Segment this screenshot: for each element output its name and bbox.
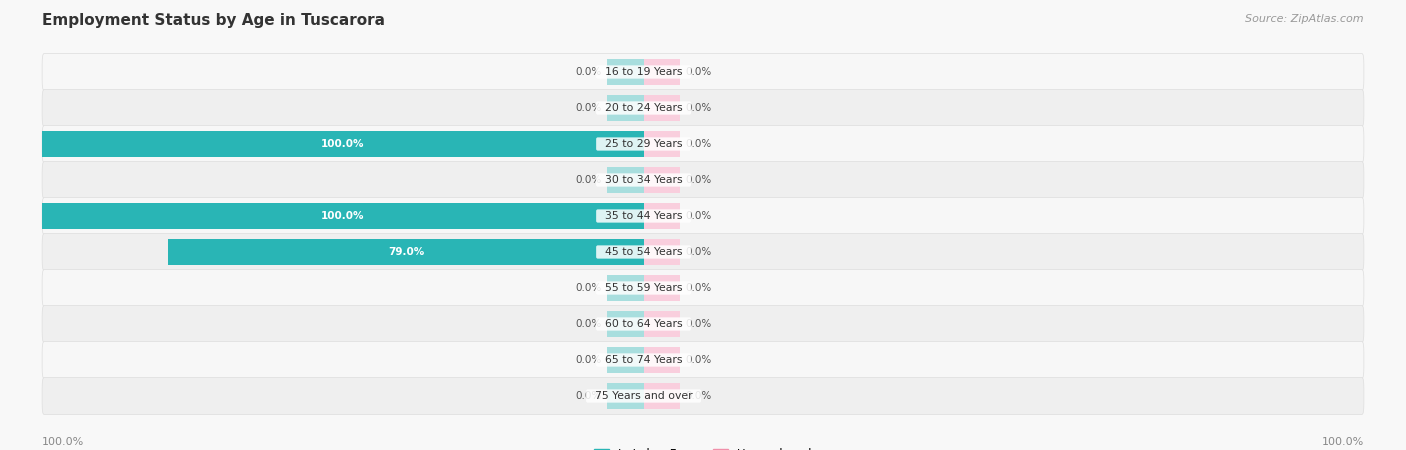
FancyBboxPatch shape: [42, 126, 1364, 162]
Text: 0.0%: 0.0%: [575, 103, 602, 113]
Text: 35 to 44 Years: 35 to 44 Years: [598, 211, 689, 221]
Text: 0.0%: 0.0%: [575, 175, 602, 185]
Text: 79.0%: 79.0%: [388, 247, 425, 257]
Text: 100.0%: 100.0%: [1322, 437, 1364, 447]
Bar: [644, 239, 679, 265]
Bar: [644, 203, 679, 229]
Bar: [644, 131, 679, 157]
Text: 0.0%: 0.0%: [686, 175, 711, 185]
FancyBboxPatch shape: [42, 54, 1364, 90]
FancyBboxPatch shape: [42, 162, 1364, 198]
Bar: [607, 383, 644, 409]
FancyBboxPatch shape: [42, 342, 1364, 378]
FancyBboxPatch shape: [42, 234, 1364, 270]
Text: 0.0%: 0.0%: [575, 67, 602, 77]
Bar: [644, 275, 679, 301]
Text: 55 to 59 Years: 55 to 59 Years: [598, 283, 689, 293]
Text: 100.0%: 100.0%: [321, 211, 364, 221]
Text: 0.0%: 0.0%: [686, 355, 711, 365]
Bar: [644, 167, 679, 193]
Bar: [607, 95, 644, 121]
Text: 0.0%: 0.0%: [686, 103, 711, 113]
Bar: [42, 131, 644, 157]
Bar: [644, 383, 679, 409]
Bar: [607, 275, 644, 301]
Text: 45 to 54 Years: 45 to 54 Years: [598, 247, 689, 257]
Bar: [607, 59, 644, 85]
Bar: [42, 203, 644, 229]
Bar: [644, 95, 679, 121]
Text: 30 to 34 Years: 30 to 34 Years: [598, 175, 689, 185]
Bar: [607, 311, 644, 337]
Text: 16 to 19 Years: 16 to 19 Years: [598, 67, 689, 77]
FancyBboxPatch shape: [42, 198, 1364, 234]
Legend: In Labor Force, Unemployed: In Labor Force, Unemployed: [589, 443, 817, 450]
Bar: [607, 347, 644, 373]
Text: 100.0%: 100.0%: [42, 437, 84, 447]
Text: 0.0%: 0.0%: [575, 283, 602, 293]
FancyBboxPatch shape: [42, 270, 1364, 306]
Text: 0.0%: 0.0%: [575, 319, 602, 329]
Text: 0.0%: 0.0%: [686, 319, 711, 329]
Text: 20 to 24 Years: 20 to 24 Years: [598, 103, 689, 113]
Bar: [644, 59, 679, 85]
Text: 0.0%: 0.0%: [686, 283, 711, 293]
Text: Source: ZipAtlas.com: Source: ZipAtlas.com: [1246, 14, 1364, 23]
Bar: [169, 239, 644, 265]
Text: 0.0%: 0.0%: [575, 355, 602, 365]
FancyBboxPatch shape: [42, 90, 1364, 126]
Bar: [607, 167, 644, 193]
Bar: [644, 311, 679, 337]
Text: 0.0%: 0.0%: [686, 67, 711, 77]
Text: Employment Status by Age in Tuscarora: Employment Status by Age in Tuscarora: [42, 14, 385, 28]
FancyBboxPatch shape: [42, 378, 1364, 414]
Text: 0.0%: 0.0%: [686, 391, 711, 401]
Text: 0.0%: 0.0%: [686, 247, 711, 257]
Bar: [169, 239, 644, 265]
Bar: [42, 131, 644, 157]
Bar: [644, 347, 679, 373]
FancyBboxPatch shape: [42, 306, 1364, 342]
Text: 60 to 64 Years: 60 to 64 Years: [598, 319, 689, 329]
Text: 0.0%: 0.0%: [686, 211, 711, 221]
Text: 100.0%: 100.0%: [321, 139, 364, 149]
Text: 75 Years and over: 75 Years and over: [588, 391, 699, 401]
Text: 0.0%: 0.0%: [575, 391, 602, 401]
Text: 25 to 29 Years: 25 to 29 Years: [598, 139, 689, 149]
Text: 65 to 74 Years: 65 to 74 Years: [598, 355, 689, 365]
Text: 0.0%: 0.0%: [686, 139, 711, 149]
Bar: [42, 203, 644, 229]
